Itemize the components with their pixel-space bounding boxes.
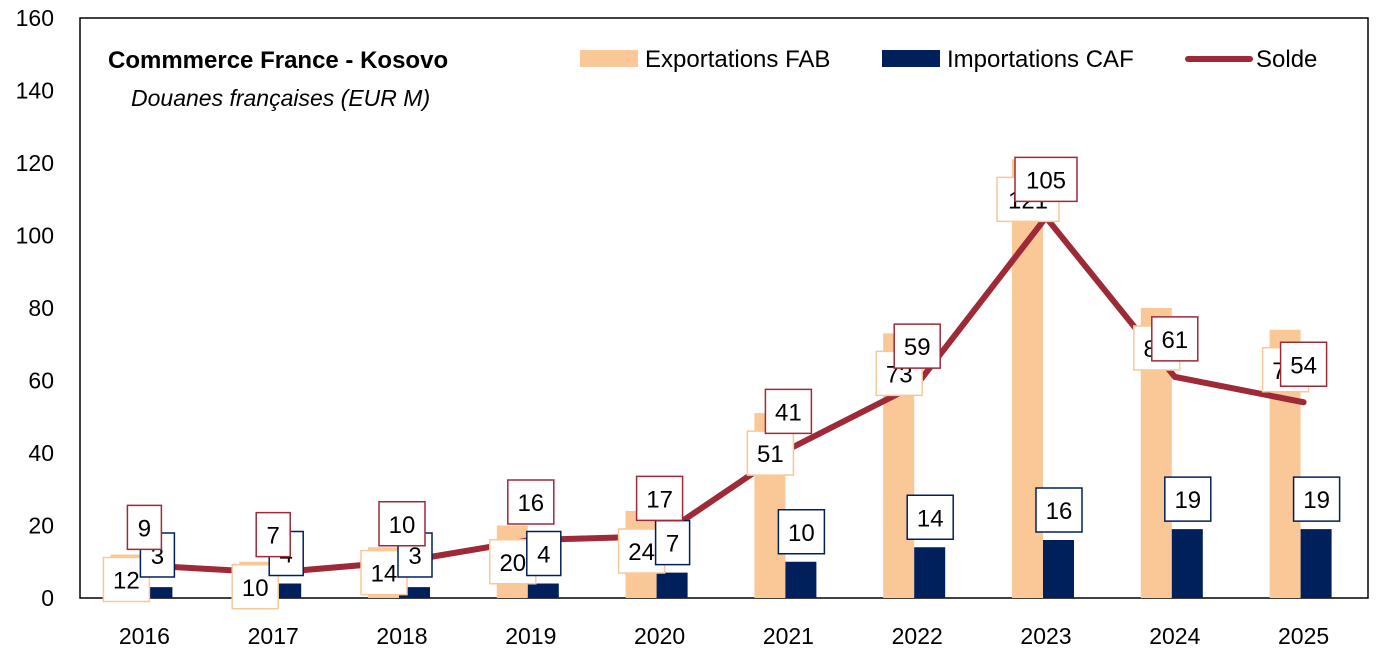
import-value-label-box <box>1035 487 1083 533</box>
solde-line <box>141 214 1307 576</box>
solde-value-label-box <box>378 501 426 547</box>
import-value-label: 14 <box>917 505 944 532</box>
x-tick-label: 2019 <box>505 623 556 649</box>
solde-value-label: 41 <box>775 399 802 426</box>
y-tick-label: 100 <box>16 223 54 249</box>
legend-label: Solde <box>1256 46 1317 73</box>
import-bar <box>656 572 688 598</box>
import-value-label-box <box>526 530 562 577</box>
import-bar <box>527 583 559 598</box>
chart-subtitle: Douanes françaises (EUR M) <box>131 85 430 111</box>
solde-value-label-box <box>893 323 941 369</box>
import-value-label: 4 <box>537 542 550 569</box>
export-value-label-box <box>746 430 795 476</box>
solde-line-group <box>141 214 1307 576</box>
x-tick-label: 2017 <box>248 623 299 649</box>
import-value-label: 16 <box>1046 498 1073 525</box>
solde-value-label: 16 <box>517 490 544 517</box>
legend: Exportations FAB Importations CAF Solde <box>580 46 1317 73</box>
export-value-label: 51 <box>757 441 784 468</box>
y-axis: 0 20 40 60 80 100 120 140 160 <box>16 5 54 611</box>
import-value-label: 19 <box>1174 487 1201 514</box>
y-tick-label: 60 <box>28 368 54 394</box>
solde-value-label: 61 <box>1161 327 1188 354</box>
x-tick-label: 2016 <box>119 623 170 649</box>
solde-value-label-box <box>1014 156 1078 203</box>
y-tick-label: 0 <box>41 585 54 611</box>
import-value-label-box <box>906 494 954 540</box>
x-tick-label: 2021 <box>763 623 814 649</box>
x-tick-label: 2024 <box>1149 623 1200 649</box>
solde-value-label: 9 <box>138 515 151 542</box>
x-tick-label: 2023 <box>1020 623 1071 649</box>
legend-label: Importations CAF <box>947 46 1134 73</box>
import-bar <box>1300 529 1332 598</box>
import-value-label: 3 <box>408 543 421 570</box>
y-tick-label: 80 <box>28 295 54 321</box>
y-tick-label: 20 <box>28 513 54 539</box>
export-value-label: 20 <box>499 550 526 577</box>
import-value-label: 10 <box>788 520 815 547</box>
y-tick-label: 40 <box>28 440 54 466</box>
solde-value-label: 105 <box>1026 167 1066 194</box>
import-bar <box>785 561 817 598</box>
solde-value-label: 7 <box>267 523 280 550</box>
import-bar <box>1043 540 1074 598</box>
legend-label: Exportations FAB <box>645 46 830 73</box>
import-bar <box>399 587 430 598</box>
solde-value-label-box <box>255 511 291 558</box>
x-tick-label: 2022 <box>892 623 943 649</box>
legend-swatch <box>580 50 638 67</box>
y-tick-label: 140 <box>16 78 54 104</box>
solde-value-label-box <box>635 475 684 522</box>
x-tick-label: 2025 <box>1278 623 1329 649</box>
legend-swatch <box>882 50 940 67</box>
x-tick-label: 2020 <box>634 623 685 649</box>
export-value-label: 12 <box>113 568 140 595</box>
solde-value-label: 10 <box>389 512 416 539</box>
solde-value-label-box <box>1151 316 1199 362</box>
import-bar <box>1171 529 1203 598</box>
import-value-label-box <box>777 509 826 555</box>
chart-title: Commmerce France - Kosovo <box>108 47 448 74</box>
x-tick-label: 2018 <box>376 623 427 649</box>
x-axis: 2016 2017 2018 2019 2020 2021 2022 2023 2024 2025 <box>119 623 1329 649</box>
import-value-label: 19 <box>1303 487 1330 514</box>
y-tick-label: 120 <box>16 150 54 176</box>
export-value-label: 24 <box>628 539 655 566</box>
solde-value-label-box <box>764 388 813 435</box>
solde-value-label-box <box>1279 341 1328 387</box>
import-value-label: 7 <box>666 531 679 558</box>
import-value-label-box <box>1164 476 1212 522</box>
import-value-label-box <box>1292 476 1341 522</box>
solde-value-label: 59 <box>904 334 931 361</box>
data-labels: 1210142024517312180743434710141619199710… <box>102 156 1341 610</box>
y-tick-label: 160 <box>16 5 54 31</box>
solde-value-label-box <box>507 479 555 525</box>
import-bar <box>141 587 173 598</box>
solde-value-label: 17 <box>646 486 673 513</box>
export-value-label: 10 <box>242 575 269 602</box>
import-bar <box>914 547 946 598</box>
solde-value-label-box <box>126 504 163 551</box>
export-value-label: 14 <box>371 561 398 588</box>
solde-value-label: 54 <box>1290 352 1317 379</box>
